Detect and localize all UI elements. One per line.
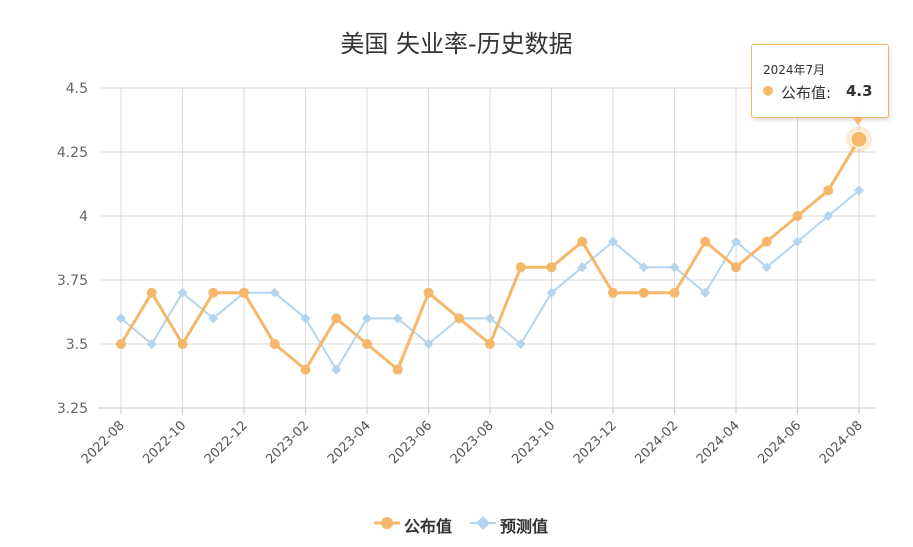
published-point bbox=[669, 287, 680, 298]
forecast-point bbox=[116, 313, 126, 324]
published-point bbox=[792, 211, 803, 221]
forecast-point bbox=[546, 287, 557, 298]
published-point bbox=[485, 339, 495, 349]
published-point bbox=[300, 364, 311, 375]
x-tick-label: 2022-08 bbox=[79, 418, 128, 467]
forecast-point bbox=[362, 313, 372, 324]
published-point bbox=[208, 287, 219, 298]
forecast-point bbox=[423, 339, 434, 349]
forecast-point bbox=[792, 236, 803, 247]
legend-item-forecast[interactable]: 预测值 bbox=[470, 512, 560, 536]
legend-item-published[interactable]: 公布值 bbox=[374, 512, 464, 536]
forecast-point bbox=[823, 211, 834, 221]
legend-label-published: 公布值 bbox=[404, 517, 453, 536]
published-point bbox=[423, 287, 434, 298]
published-point bbox=[700, 236, 711, 247]
published-point bbox=[761, 236, 772, 247]
published-point bbox=[731, 262, 741, 273]
published-point bbox=[454, 313, 465, 324]
published-point bbox=[331, 313, 342, 324]
forecast-point bbox=[638, 262, 649, 273]
x-tick-label: 2024-08 bbox=[817, 418, 866, 467]
chart-title: 美国 失业率-历史数据 bbox=[340, 30, 573, 58]
y-tick-label: 4.5 bbox=[66, 81, 88, 97]
tooltip: 2024年7月 公布值: 4.3 bbox=[751, 44, 889, 125]
published-point bbox=[116, 339, 126, 349]
forecast-point bbox=[331, 364, 342, 375]
legend-label-forecast: 预测值 bbox=[500, 517, 549, 536]
published-point bbox=[577, 236, 588, 247]
forecast-point bbox=[146, 339, 157, 349]
x-tick-label: 2022-10 bbox=[140, 418, 189, 467]
tooltip-date: 2024年7月 bbox=[763, 63, 826, 77]
x-tick-label: 2023-04 bbox=[325, 418, 374, 467]
forecast-point bbox=[392, 313, 403, 324]
tooltip-pointer bbox=[852, 117, 864, 125]
tooltip-label: 公布值: bbox=[781, 84, 832, 102]
published-point bbox=[823, 185, 834, 196]
x-tick-label: 2023-12 bbox=[571, 418, 620, 467]
tooltip-value: 4.3 bbox=[846, 82, 873, 100]
published-point bbox=[638, 287, 649, 298]
highlight-point bbox=[850, 130, 868, 148]
x-tick-label: 2023-10 bbox=[509, 418, 558, 467]
forecast-point bbox=[608, 236, 618, 247]
x-tick-label: 2022-12 bbox=[202, 418, 251, 467]
x-tick-label: 2024-06 bbox=[755, 418, 804, 467]
forecast-point bbox=[700, 287, 711, 298]
forecast-point bbox=[177, 287, 188, 298]
published-point bbox=[608, 287, 618, 298]
x-tick-label: 2024-04 bbox=[694, 418, 743, 467]
published-point bbox=[392, 364, 403, 375]
forecast-point bbox=[669, 262, 680, 273]
tooltip-series-dot bbox=[763, 86, 773, 96]
forecast-point bbox=[300, 313, 311, 324]
x-tick-label: 2023-08 bbox=[448, 418, 497, 467]
legend-diamond-icon bbox=[470, 516, 496, 530]
published-point bbox=[515, 262, 526, 273]
published-point bbox=[239, 287, 249, 298]
y-tick-label: 3.75 bbox=[57, 273, 88, 289]
published-point bbox=[146, 287, 157, 298]
y-tick-label: 4.25 bbox=[57, 145, 88, 161]
legend: 公布值 预测值 bbox=[0, 512, 913, 536]
forecast-point bbox=[577, 262, 588, 273]
x-tick-label: 2023-06 bbox=[386, 418, 435, 467]
published-point bbox=[177, 339, 188, 349]
y-tick-label: 4 bbox=[79, 209, 88, 225]
y-tick-label: 3.25 bbox=[57, 401, 88, 417]
forecast-point bbox=[854, 185, 864, 196]
forecast-point bbox=[761, 262, 772, 273]
forecast-point bbox=[269, 287, 280, 298]
x-tick-label: 2023-02 bbox=[263, 418, 312, 467]
published-point bbox=[546, 262, 557, 273]
x-tick-label: 2024-02 bbox=[632, 418, 681, 467]
forecast-point bbox=[731, 236, 741, 247]
published-point bbox=[362, 339, 372, 349]
y-tick-label: 3.5 bbox=[66, 337, 88, 353]
forecast-point bbox=[208, 313, 219, 324]
legend-circle-icon bbox=[374, 517, 400, 529]
published-point bbox=[269, 339, 280, 349]
forecast-point bbox=[485, 313, 495, 324]
forecast-point bbox=[515, 339, 526, 349]
